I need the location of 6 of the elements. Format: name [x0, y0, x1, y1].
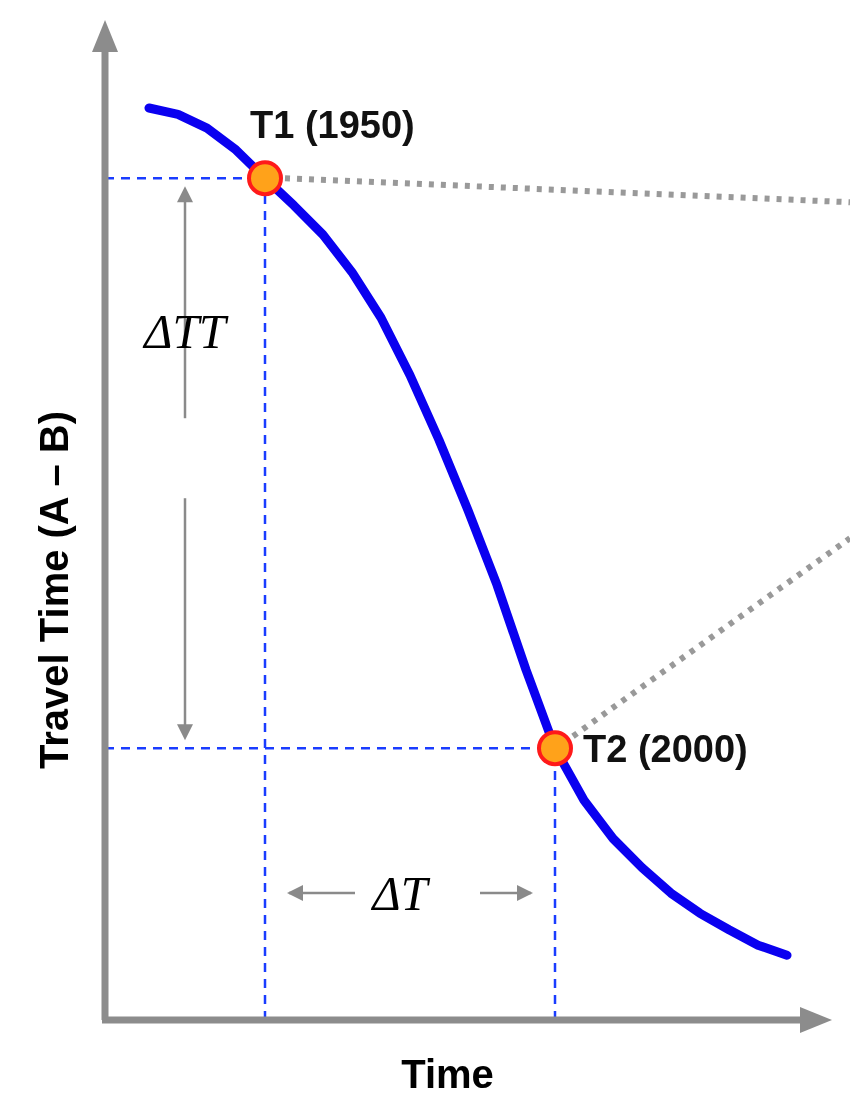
annotation: T1 (1950)	[250, 104, 415, 147]
annotation: T2 (2000)	[583, 728, 748, 771]
annotation: ΔT	[370, 867, 431, 920]
annotation: ΔTT	[142, 305, 230, 359]
x-axis-title: Time	[401, 1052, 494, 1096]
y-axis-title: Travel Time (A – B)	[32, 411, 76, 769]
